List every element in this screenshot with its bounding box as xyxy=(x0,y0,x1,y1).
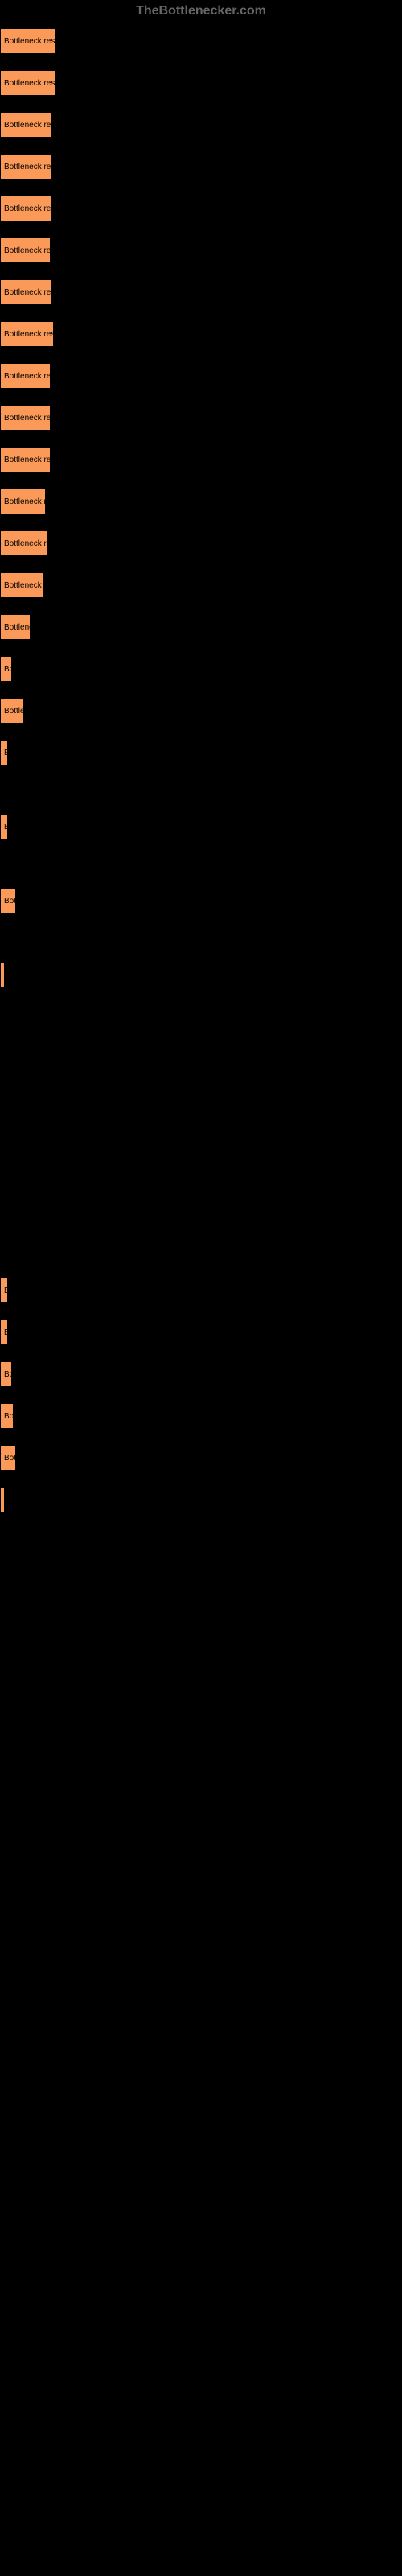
bar-row: Bottle xyxy=(0,692,402,729)
bar-row: Bottleneck resu xyxy=(0,190,402,227)
bar-row xyxy=(0,1481,402,1518)
bar-chart: Bottleneck result Bottleneck result Bottle… xyxy=(0,23,402,1518)
bar-label: Bottleneck r xyxy=(4,581,44,590)
chart-bar: Bottleneck result xyxy=(0,70,55,96)
chart-bar: Bottleneck res xyxy=(0,447,51,473)
spacer xyxy=(0,850,402,882)
chart-bar xyxy=(0,962,5,988)
bar-row: Bottleneck res xyxy=(0,441,402,478)
bar-row: Bottleneck result xyxy=(0,64,402,101)
bar-label: Bottleneck resu xyxy=(4,288,52,297)
bar-row: Bottleneck result xyxy=(0,23,402,60)
bar-row: Bottleneck resu xyxy=(0,274,402,311)
bar-label: Bo xyxy=(4,665,12,674)
spacer xyxy=(0,924,402,956)
bar-label: Bottleneck result xyxy=(4,37,55,46)
bar-row: Bo xyxy=(0,1397,402,1435)
bar-row: Bottleneck res xyxy=(0,357,402,394)
bar-label: Bottle xyxy=(4,707,24,716)
chart-bar: B xyxy=(0,1278,8,1303)
bar-row: B xyxy=(0,734,402,771)
bar-label: Bo xyxy=(4,1370,12,1379)
bar-row: Bottleneck re xyxy=(0,483,402,520)
chart-bar: B xyxy=(0,1319,8,1345)
bar-label: Bottleneck result xyxy=(4,79,55,88)
bar-label: Bottleneck resu xyxy=(4,163,52,171)
bar-row: B xyxy=(0,1272,402,1309)
chart-bar: Bo xyxy=(0,656,12,682)
bar-row: Bot xyxy=(0,882,402,919)
bar-row: Bo xyxy=(0,650,402,687)
bar-label: Bottleneck res xyxy=(4,456,51,464)
chart-bar: Bot xyxy=(0,888,16,914)
chart-bar: Bottleneck res xyxy=(0,363,51,389)
chart-bar: B xyxy=(0,814,8,840)
bar-label: Bottleneck re xyxy=(4,539,47,548)
chart-bar: Bottleneck resu xyxy=(0,154,52,180)
chart-bar: Bottleneck re xyxy=(0,489,46,514)
bar-label: Bottleneck res xyxy=(4,372,51,381)
chart-bar: Bottleneck resu xyxy=(0,196,52,221)
bar-label: Bot xyxy=(4,897,16,906)
bar-row: Bo xyxy=(0,1356,402,1393)
bar-label: B xyxy=(4,823,8,832)
bar-row: Bottleneck resu xyxy=(0,106,402,143)
spacer xyxy=(0,776,402,808)
bar-label: B xyxy=(4,749,8,758)
chart-bar: Bottleneck result xyxy=(0,28,55,54)
bar-row: Bottleneck resu xyxy=(0,148,402,185)
bar-label: Bottleneck res xyxy=(4,246,51,255)
chart-bar: Bot xyxy=(0,1445,16,1471)
bar-row xyxy=(0,956,402,993)
bar-label: Bottleneck res xyxy=(4,414,51,423)
bar-label: Bottleneck resu xyxy=(4,330,54,339)
page-header: TheBottlenecker.com xyxy=(0,0,402,23)
chart-bar: Bottleneck re xyxy=(0,530,47,556)
chart-bar: Bottleneck r xyxy=(0,572,44,598)
bar-label: Bottlene xyxy=(4,623,31,632)
chart-bar xyxy=(0,1487,5,1513)
bar-row: Bottleneck re xyxy=(0,525,402,562)
chart-bar: Bottlene xyxy=(0,614,31,640)
chart-bar: Bottleneck res xyxy=(0,405,51,431)
chart-bar: Bottleneck resu xyxy=(0,112,52,138)
bar-row: Bottleneck resu xyxy=(0,316,402,353)
bar-row: B xyxy=(0,1314,402,1351)
bar-row: Bottleneck res xyxy=(0,232,402,269)
bar-label: Bo xyxy=(4,1412,14,1421)
bar-row: Bottlene xyxy=(0,609,402,646)
bar-label: Bottleneck resu xyxy=(4,204,52,213)
header-title: TheBottlenecker.com xyxy=(136,4,266,18)
bar-label: Bot xyxy=(4,1454,16,1463)
chart-bar: Bottleneck resu xyxy=(0,321,54,347)
chart-bar: Bottleneck res xyxy=(0,237,51,263)
chart-bar: Bottle xyxy=(0,698,24,724)
bar-label: Bottleneck re xyxy=(4,497,46,506)
bar-label: B xyxy=(4,1328,8,1337)
bar-row: Bottleneck r xyxy=(0,567,402,604)
bar-row: Bottleneck res xyxy=(0,399,402,436)
chart-bar: B xyxy=(0,740,8,766)
bar-label: Bottleneck resu xyxy=(4,121,52,130)
spacer xyxy=(0,998,402,1272)
bar-row: Bot xyxy=(0,1439,402,1476)
bar-row: B xyxy=(0,808,402,845)
chart-bar: Bo xyxy=(0,1361,12,1387)
bar-label: B xyxy=(4,1286,8,1295)
chart-bar: Bottleneck resu xyxy=(0,279,52,305)
chart-bar: Bo xyxy=(0,1403,14,1429)
